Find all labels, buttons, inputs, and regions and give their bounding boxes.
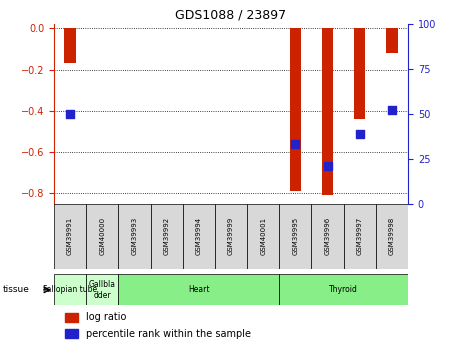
Bar	[322, 28, 333, 195]
Bar	[279, 204, 311, 269]
Text: GSM40001: GSM40001	[260, 217, 266, 255]
Bar	[247, 204, 279, 269]
Point	[388, 108, 396, 113]
Text: GSM39997: GSM39997	[357, 217, 363, 255]
Bar	[344, 204, 376, 269]
Text: GSM39994: GSM39994	[196, 217, 202, 255]
Bar	[86, 274, 118, 305]
Text: Gallbla
dder: Gallbla dder	[89, 280, 116, 299]
Point	[324, 163, 331, 169]
Bar	[118, 204, 151, 269]
Point	[66, 111, 74, 117]
Text: log ratio: log ratio	[86, 312, 126, 322]
Bar	[65, 313, 77, 322]
Text: GSM39998: GSM39998	[389, 217, 395, 255]
Text: GSM39995: GSM39995	[292, 217, 298, 255]
Text: tissue: tissue	[2, 285, 29, 294]
Bar	[54, 204, 86, 269]
Text: GSM39991: GSM39991	[67, 217, 73, 255]
Bar	[183, 204, 215, 269]
Text: percentile rank within the sample: percentile rank within the sample	[86, 329, 251, 339]
Text: GSM39993: GSM39993	[131, 217, 137, 255]
Point	[292, 141, 299, 147]
Text: Heart: Heart	[188, 285, 210, 294]
Bar	[386, 28, 398, 53]
Text: Thyroid: Thyroid	[329, 285, 358, 294]
Bar	[279, 274, 408, 305]
Text: Fallopian tube: Fallopian tube	[43, 285, 97, 294]
Bar	[151, 204, 183, 269]
Text: GSM39996: GSM39996	[325, 217, 331, 255]
Bar	[376, 204, 408, 269]
Bar	[118, 274, 279, 305]
Bar	[215, 204, 247, 269]
Bar	[54, 274, 86, 305]
Bar	[311, 204, 344, 269]
Point	[356, 131, 363, 136]
Text: GSM39992: GSM39992	[164, 217, 170, 255]
Text: GSM40000: GSM40000	[99, 217, 105, 255]
Bar	[86, 204, 118, 269]
Bar	[64, 28, 76, 63]
Bar	[354, 28, 365, 119]
Bar	[65, 329, 77, 338]
Text: GSM39999: GSM39999	[228, 217, 234, 255]
Bar	[290, 28, 301, 191]
Title: GDS1088 / 23897: GDS1088 / 23897	[175, 9, 287, 22]
